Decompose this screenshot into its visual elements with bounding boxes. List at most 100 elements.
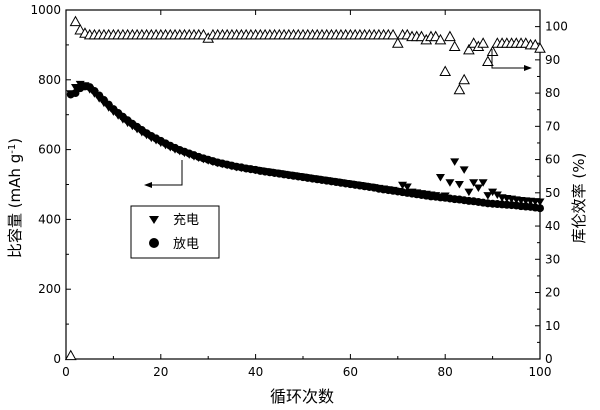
y-right-tick-label: 10 (545, 319, 560, 333)
y-right-tick: 70 (535, 119, 560, 133)
charge-point (435, 174, 445, 182)
axis-arrows (144, 49, 532, 188)
y-axis-right-title: 库伦效率 (%) (570, 153, 588, 244)
y-left-tick: 200 (38, 282, 71, 296)
efficiency-point (391, 37, 404, 48)
y-left-tick-label: 1000 (30, 3, 61, 17)
efficiency-point (444, 30, 456, 42)
y-right-tick: 60 (535, 153, 560, 167)
y-right-tick: 20 (535, 286, 560, 300)
x-tick: 20 (153, 10, 168, 379)
y-right-tick-label: 50 (545, 186, 560, 200)
y-right-tick-label: 60 (545, 153, 560, 167)
y-right-tick: 90 (535, 53, 560, 67)
y-axis-left-title-main: 比容量 (mAh g (6, 154, 24, 258)
legend-label-discharge: 放电 (173, 236, 199, 251)
x-tick-label: 20 (153, 365, 168, 379)
y-right-tick: 0 (535, 352, 553, 366)
y-left-tick-label: 600 (38, 143, 61, 157)
plot-area (65, 9, 541, 360)
charge-point (535, 198, 545, 206)
y-right-tick-label: 90 (545, 53, 560, 67)
y-axis-right: 0 10 20 30 40 50 60 70 80 90 100 (535, 20, 568, 366)
y-right-tick: 30 (535, 252, 560, 266)
x-tick: 100 (529, 10, 552, 379)
y-right-tick: 40 (535, 219, 560, 233)
y-left-tick-label: 800 (38, 73, 61, 87)
plot-border (65, 9, 541, 360)
charge-point (492, 191, 502, 199)
series-库伦效率 (64, 15, 546, 361)
y-right-tick-label: 80 (545, 86, 560, 100)
y-right-tick: 80 (535, 86, 560, 100)
efficiency-point (434, 33, 447, 45)
discharge-point (536, 204, 544, 213)
charge-point (445, 179, 455, 187)
series-放电 (66, 82, 544, 213)
y-right-tick-label: 70 (545, 119, 560, 133)
x-tick-label: 60 (343, 365, 358, 379)
y-left-tick-label: 400 (38, 212, 61, 226)
efficiency-point (482, 55, 494, 67)
efficiency-point (477, 37, 489, 48)
charge-point (454, 181, 464, 189)
legend-marker-charge (149, 216, 159, 224)
legend-label-charge: 充电 (173, 212, 199, 227)
y-left-tick: 600 (38, 143, 71, 157)
charge-point (488, 188, 498, 197)
efficiency-point (453, 83, 466, 95)
charge-point (469, 179, 479, 187)
charge-point (464, 188, 474, 197)
charge-point (478, 179, 488, 187)
efficiency-point (463, 43, 475, 55)
y-right-tick-label: 100 (545, 20, 568, 34)
y-right-tick: 10 (535, 319, 560, 333)
legend-marker-discharge (149, 238, 159, 248)
legend-box (130, 205, 220, 259)
x-axis-title: 循环次数 (270, 387, 334, 406)
charge-point (473, 184, 483, 192)
x-tick: 0 (62, 10, 70, 379)
y-axis-left-title-sup: -1 (7, 144, 18, 154)
efficiency-point (69, 15, 82, 27)
x-tick-label: 40 (248, 365, 263, 379)
x-tick-label: 80 (438, 365, 453, 379)
x-tick-label: 100 (529, 365, 552, 379)
charge-point (402, 183, 412, 191)
data-marks (64, 15, 546, 361)
y-right-tick: 50 (535, 186, 560, 200)
y-left-tick: 400 (38, 212, 71, 226)
y-axis-left-title: 比容量 (mAh g-1) (6, 138, 24, 258)
efficiency-point (448, 40, 461, 52)
y-axis-left: 0 200 400 600 800 1000 (30, 3, 71, 366)
efficiency-point (458, 73, 471, 85)
y-right-tick-label: 40 (545, 219, 560, 233)
y-left-tick: 800 (38, 73, 71, 87)
x-tick: 80 (438, 10, 453, 379)
y-left-tick-label: 0 (53, 352, 61, 366)
efficiency-point (64, 349, 77, 361)
efficiency-point (486, 45, 499, 57)
arrow-head-right (524, 65, 532, 71)
charge-point (450, 158, 460, 166)
y-right-tick-label: 0 (545, 352, 553, 366)
y-right-tick-label: 20 (545, 286, 560, 300)
x-tick-label: 0 (62, 365, 70, 379)
arrow-head-left (144, 182, 152, 188)
arrow-to-left-axis (148, 160, 183, 186)
efficiency-point (387, 28, 399, 40)
y-left-tick-label: 200 (38, 282, 61, 296)
efficiency-point (439, 65, 452, 76)
y-right-tick-label: 30 (545, 252, 560, 266)
y-right-tick: 100 (535, 20, 568, 34)
arrow-to-right-axis (491, 49, 528, 69)
y-left-tick: 1000 (30, 3, 71, 17)
charge-point (459, 166, 469, 174)
x-tick: 60 (343, 10, 358, 379)
efficiency-point (534, 42, 546, 53)
x-axis: 0 20 40 60 80 100 (62, 10, 551, 379)
series-充电 (66, 80, 545, 206)
y-axis-left-title-end: ) (6, 138, 24, 144)
charge-point (483, 192, 493, 200)
